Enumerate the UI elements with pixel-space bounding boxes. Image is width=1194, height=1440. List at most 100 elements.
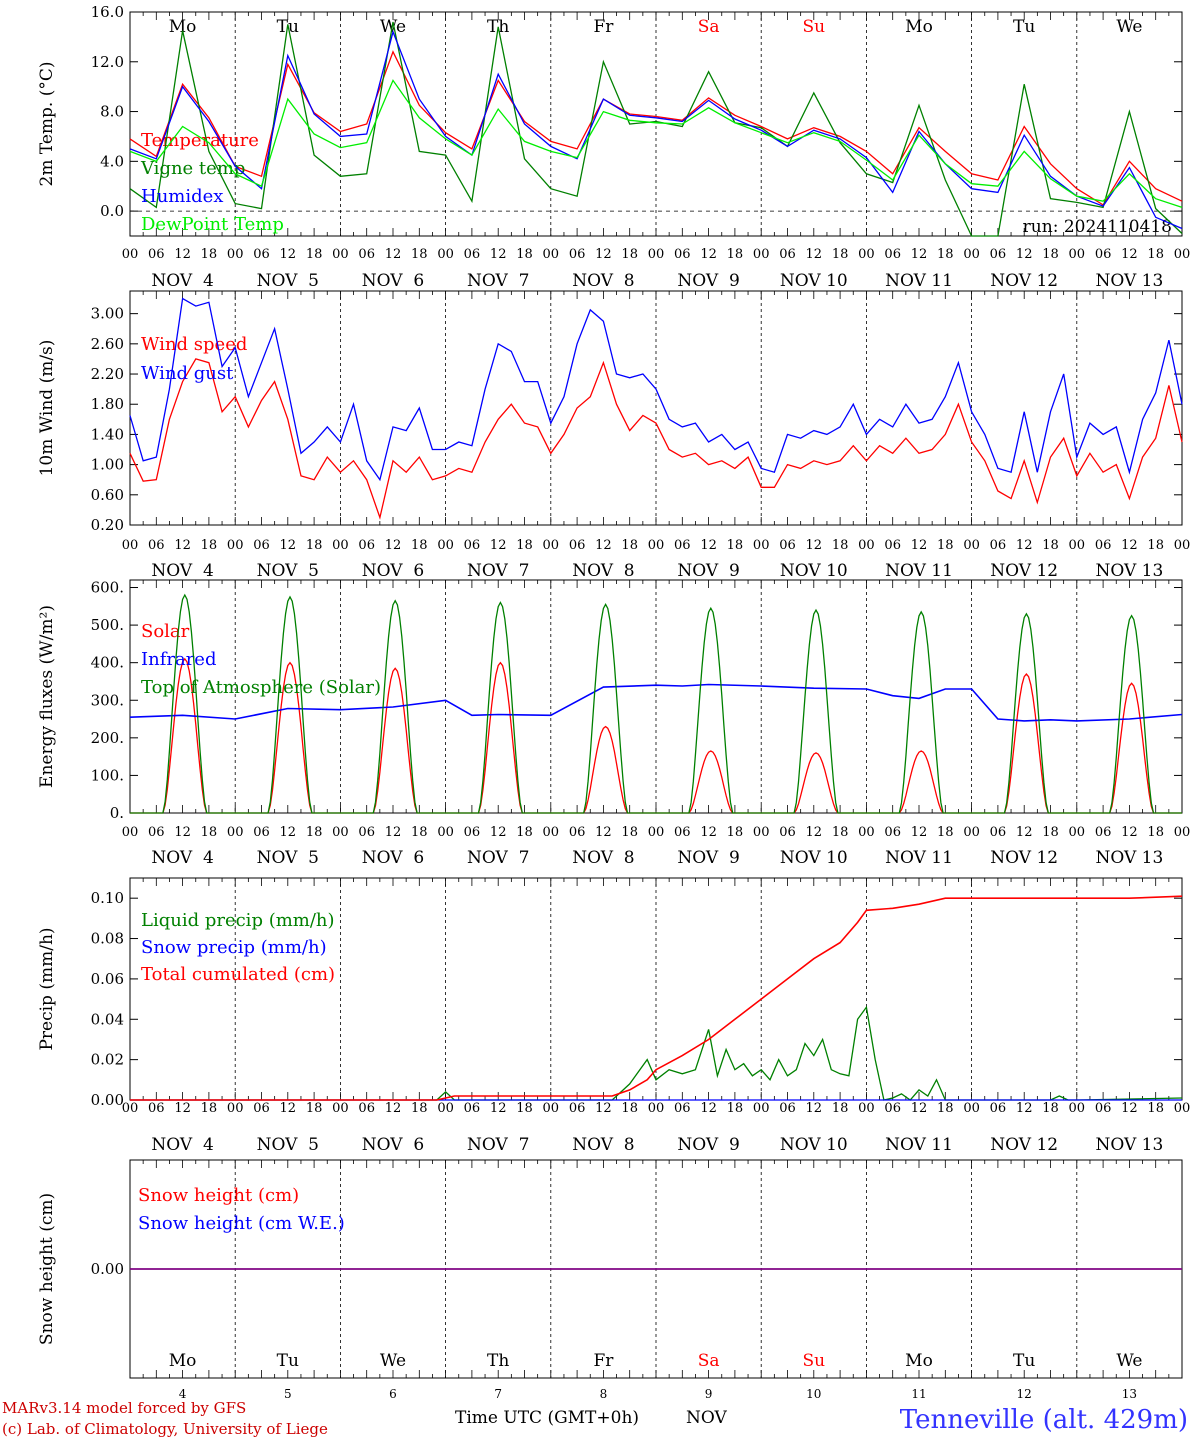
x-hour-label: 00 [753, 825, 770, 840]
day-name-label: Fr [593, 17, 614, 37]
x-hour-label: 18 [937, 247, 954, 262]
x-hour-label: 18 [201, 538, 218, 553]
x-hour-label: 00 [332, 825, 349, 840]
x-hour-label: 00 [963, 538, 980, 553]
x-date-label: NOV 5 [257, 561, 319, 581]
legend-entry: Snow precip (mm/h) [141, 937, 327, 958]
legend-entry: Wind gust [141, 363, 234, 384]
x-hour-label: 00 [122, 825, 139, 840]
x-hour-label: 06 [990, 538, 1007, 553]
x-hour-label: 06 [990, 1101, 1007, 1116]
x-hour-label: 06 [674, 247, 691, 262]
x-hour-label: 06 [464, 538, 481, 553]
x-hour-label: 12 [911, 825, 928, 840]
x-hour-label: 18 [306, 825, 323, 840]
x-hour-label: 06 [1095, 825, 1112, 840]
x-date-label: NOV 9 [677, 561, 739, 581]
x-hour-label: 18 [621, 1101, 638, 1116]
y-tick-label: 0.10 [91, 889, 124, 907]
x-date-label: NOV 5 [257, 848, 319, 868]
legend-entry: Liquid precip (mm/h) [141, 910, 335, 931]
y-tick-label: 200. [91, 729, 124, 747]
x-hour-label: 18 [832, 538, 849, 553]
x-date-label: NOV 4 [151, 848, 213, 868]
x-hour-label: 06 [990, 825, 1007, 840]
x-day-number: 6 [389, 1387, 397, 1401]
x-hour-label: 18 [411, 1101, 428, 1116]
y-tick-label: 0.00 [91, 1091, 124, 1109]
x-hour-label: 06 [358, 825, 375, 840]
x-hour-label: 12 [1121, 538, 1138, 553]
series-line-energy-2 [130, 593, 1182, 814]
y-tick-label: 0.02 [91, 1051, 124, 1069]
x-hour-label: 18 [411, 538, 428, 553]
x-hour-label: 12 [806, 538, 823, 553]
y-tick-label: 0.08 [91, 930, 124, 948]
x-date-label: NOV 6 [362, 1135, 424, 1155]
panel-temperature: 16.012.08.04.00.02m Temp. (°C)Mo Tu We Th Fr… [37, 3, 1190, 291]
x-date-label: NOV 7 [467, 561, 529, 581]
x-hour-label: 12 [1016, 825, 1033, 840]
y-tick-label: 600. [91, 579, 124, 597]
x-hour-label: 00 [963, 825, 980, 840]
x-hour-label: 00 [858, 538, 875, 553]
x-hour-label: 12 [595, 538, 612, 553]
y-tick-label: 0.06 [91, 970, 124, 988]
x-date-label: NOV 13 [1095, 271, 1163, 291]
x-day-number: 4 [179, 1387, 187, 1401]
y-axis-label: Precip (mm/h) [37, 927, 57, 1050]
x-hour-label: 06 [464, 1101, 481, 1116]
x-date-label: NOV 9 [677, 848, 739, 868]
x-date-label: NOV 8 [572, 561, 634, 581]
y-tick-label: 12.0 [91, 53, 124, 71]
x-hour-label: 12 [490, 538, 507, 553]
x-hour-label: 12 [1121, 825, 1138, 840]
x-hour-label: 18 [727, 825, 744, 840]
x-hour-label: 12 [385, 825, 402, 840]
x-hour-label: 18 [727, 538, 744, 553]
x-hour-label: 18 [727, 1101, 744, 1116]
y-tick-label: 300. [91, 691, 124, 709]
day-name-label: Sa [698, 1351, 720, 1371]
y-tick-label: 2.60 [91, 335, 124, 353]
x-day-number: 8 [600, 1387, 608, 1401]
legend-entry: Vigne temp [140, 158, 245, 179]
x-hour-label: 06 [148, 1101, 165, 1116]
x-hour-label: 00 [648, 825, 665, 840]
x-hour-label: 12 [700, 1101, 717, 1116]
x-hour-label: 06 [148, 825, 165, 840]
day-name-label: Tu [1013, 17, 1035, 37]
x-hour-label: 18 [1042, 247, 1059, 262]
x-hour-label: 00 [437, 247, 454, 262]
legend-entry: Solar [141, 621, 190, 642]
x-hour-label: 06 [253, 247, 270, 262]
x-date-label: NOV 4 [151, 271, 213, 291]
x-hour-label: 06 [569, 825, 586, 840]
x-hour-label: 18 [411, 247, 428, 262]
x-date-label: NOV 13 [1095, 848, 1163, 868]
series-line-temperature-0 [129, 50, 1183, 206]
x-date-label: NOV 5 [257, 271, 319, 291]
x-day-number: 9 [705, 1387, 713, 1401]
x-hour-label: 18 [516, 538, 533, 553]
x-hour-label: 18 [621, 247, 638, 262]
x-hour-label: 00 [1174, 1101, 1191, 1116]
y-tick-label: 0. [110, 804, 124, 822]
x-hour-label: 12 [1016, 538, 1033, 553]
meteogram-panels: 16.0 12.0 8.0 4.0 0.0 2m Temp. (°C) Mo Tu We Th Fr… [37, 3, 1190, 1401]
x-day-number: 12 [1017, 1387, 1032, 1401]
x-hour-label: 06 [148, 538, 165, 553]
x-hour-label: 06 [779, 247, 796, 262]
x-hour-label: 00 [227, 1101, 244, 1116]
x-hour-label: 00 [858, 825, 875, 840]
x-hour-label: 12 [1121, 1101, 1138, 1116]
series-line-precip-2 [130, 895, 1183, 1101]
x-date-label: NOV 11 [885, 271, 953, 291]
x-hour-label: 00 [1069, 247, 1086, 262]
x-date-label: NOV 6 [362, 271, 424, 291]
x-hour-label: 00 [332, 247, 349, 262]
x-hour-label: 18 [1042, 538, 1059, 553]
x-hour-label: 06 [674, 1101, 691, 1116]
x-hour-label: 00 [122, 1101, 139, 1116]
x-hour-label: 06 [464, 825, 481, 840]
